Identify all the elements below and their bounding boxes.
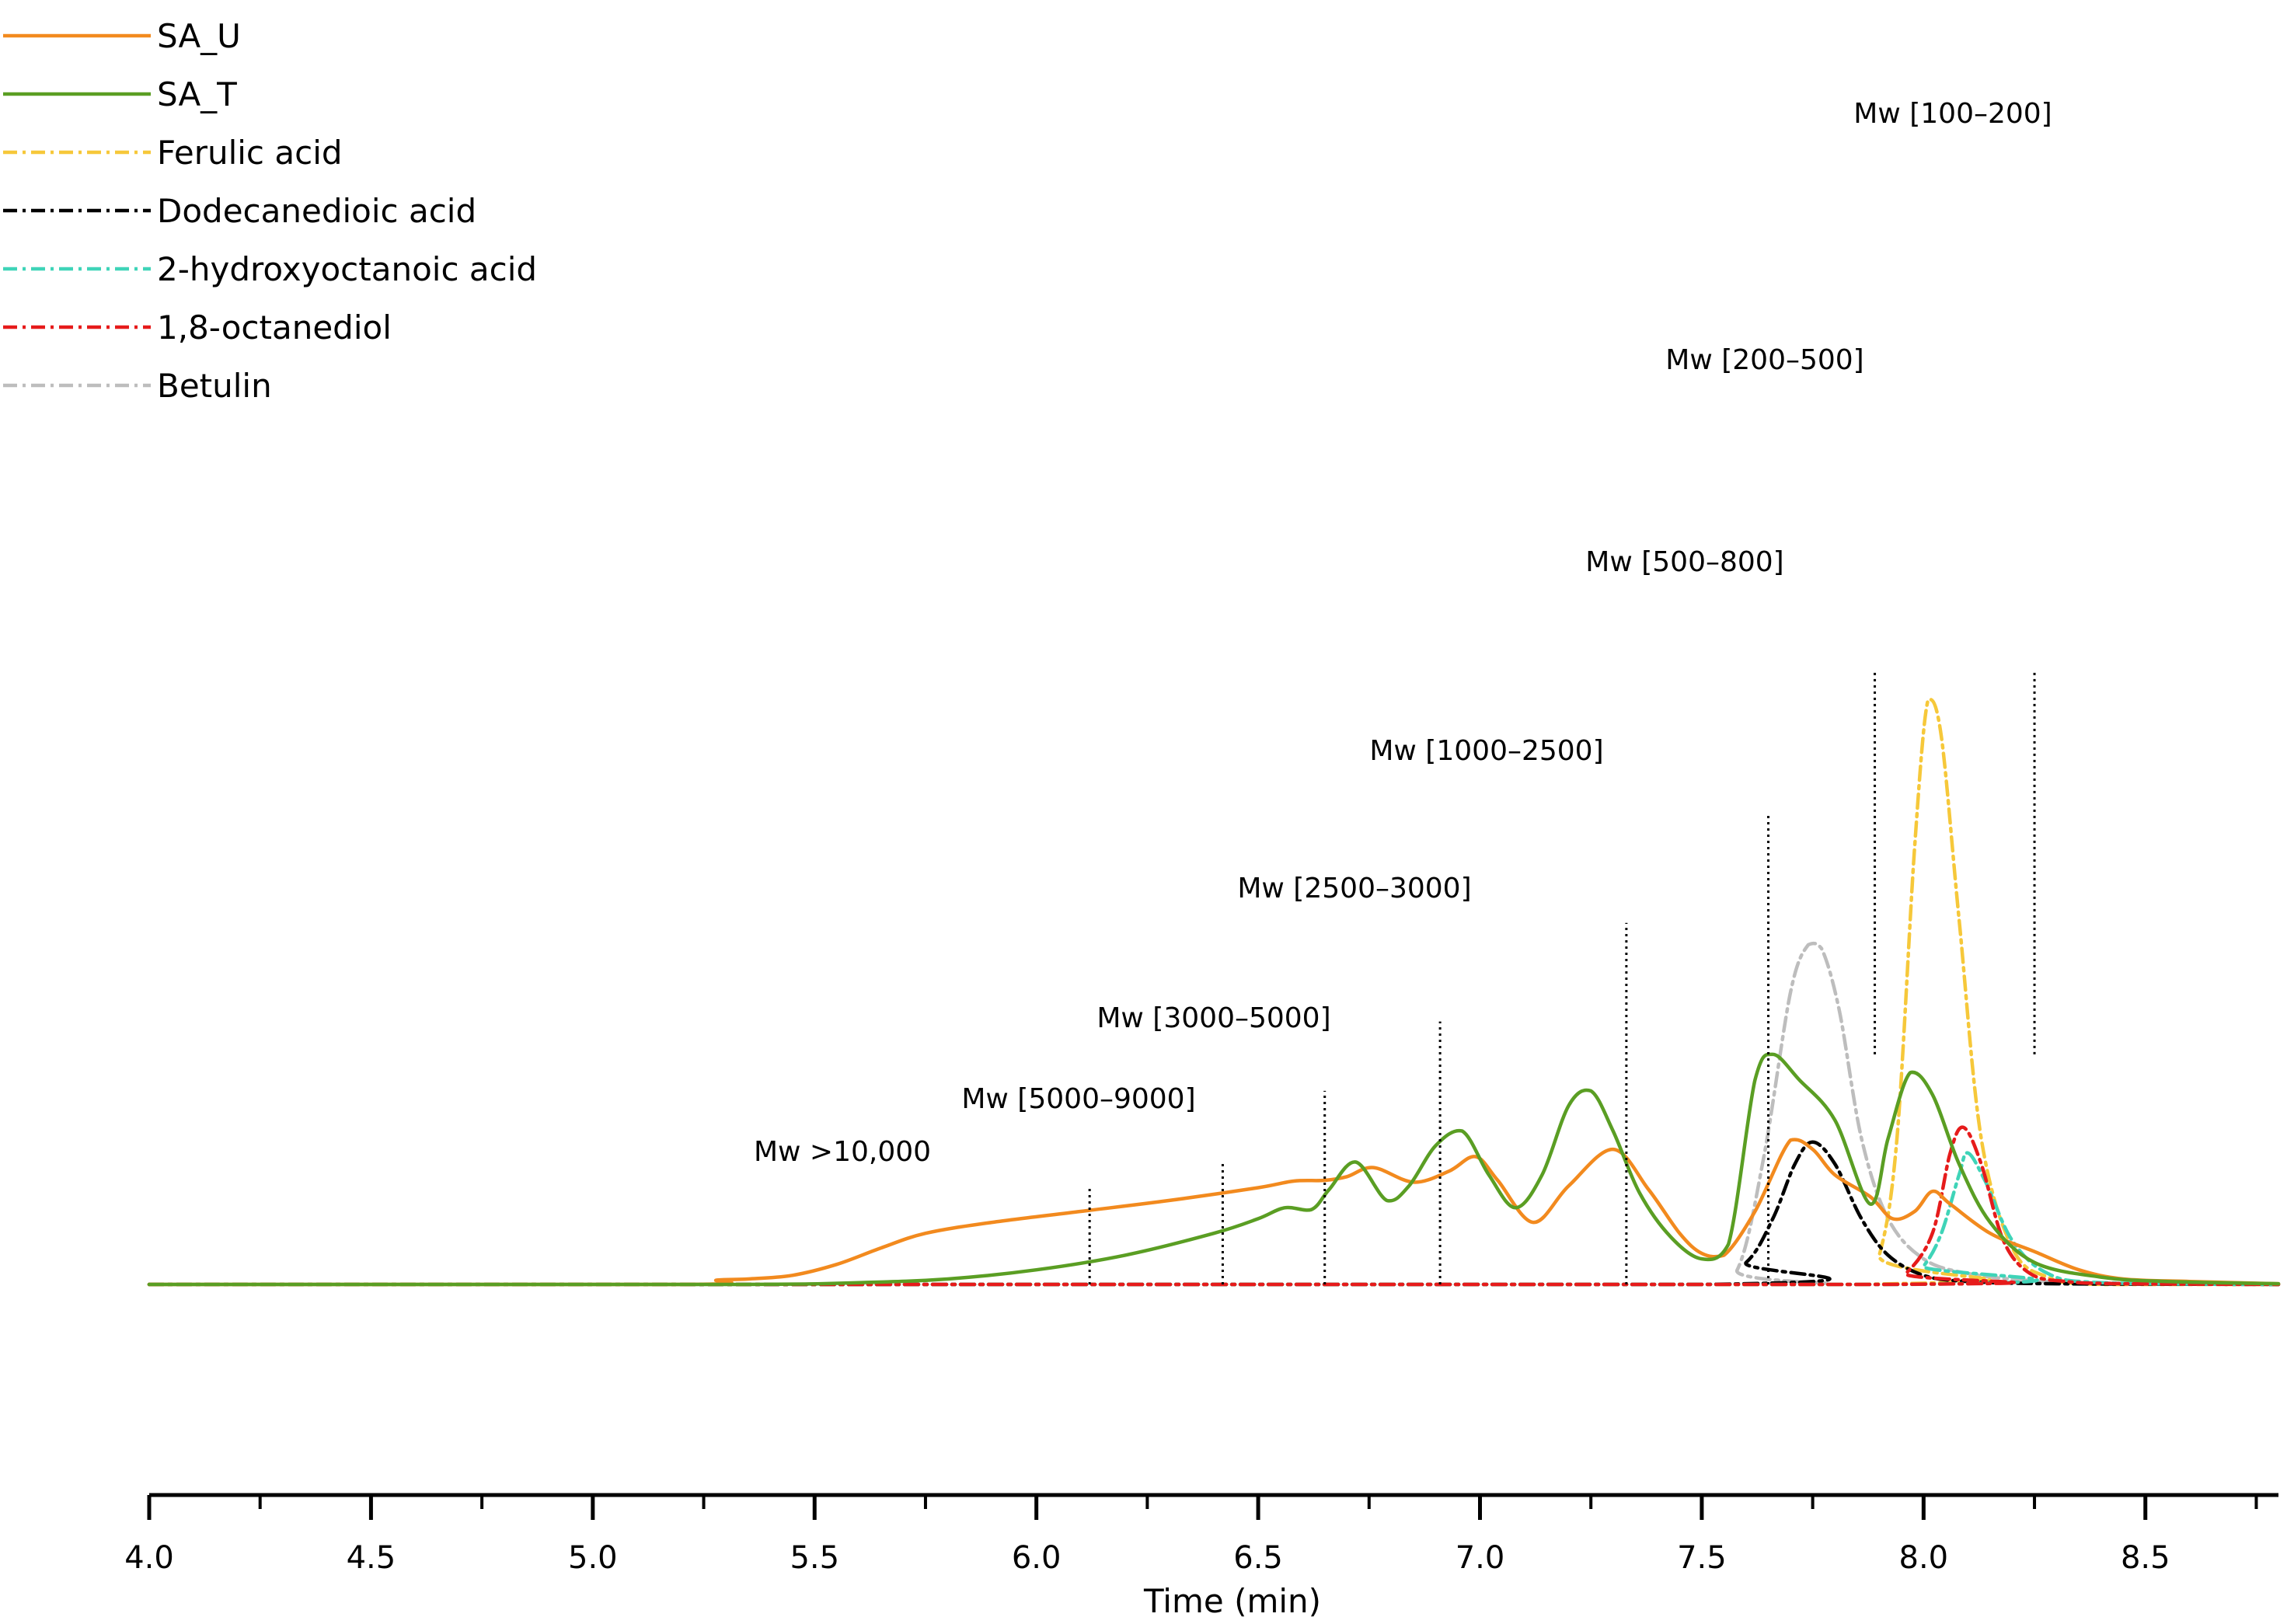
x-tick-label: 8.5: [2121, 1540, 2170, 1576]
legend-label: SA_T: [157, 75, 237, 113]
mw-label: Mw [5000–9000]: [961, 1083, 1195, 1115]
legend-item-sa-t: SA_T: [3, 75, 237, 113]
x-tick-label: 4.5: [347, 1540, 396, 1576]
x-axis-title: Time (min): [1143, 1582, 1321, 1620]
mw-label: Mw [500–800]: [1585, 546, 1783, 578]
mw-label: Mw [3000–5000]: [1096, 1002, 1330, 1034]
mw-label: Mw [2500–3000]: [1237, 873, 1471, 904]
x-tick-label: 6.0: [1012, 1540, 1062, 1576]
x-tick-label: 7.0: [1456, 1540, 1505, 1576]
legend-label: SA_U: [157, 17, 241, 55]
legend-item-sa-u: SA_U: [3, 17, 241, 55]
x-axis: 4.0 4.5 5.0 5.5 6.0 6.5 7.0 7.5 8.0 8.5 Time (min…: [124, 1493, 2278, 1620]
series-line-2-hydroxyoctanoic-acid: [147, 1151, 2281, 1287]
series-line-ferulic-acid: [147, 697, 2281, 1287]
legend-label: Betulin: [157, 367, 272, 405]
legend-label: 1,8-octanediol: [157, 308, 392, 347]
series-line-1-8-octanediol: [147, 1125, 2281, 1287]
x-tick-label: 6.5: [1233, 1540, 1283, 1576]
legend-label: 2-hydroxyoctanoic acid: [157, 250, 537, 288]
series-line-sa-t: [147, 1052, 2281, 1287]
x-tick-label: 4.0: [124, 1540, 174, 1576]
mw-label: Mw >10,000: [754, 1136, 931, 1168]
legend-label: Dodecanedioic acid: [157, 192, 476, 230]
mw-label: Mw [1000–2500]: [1369, 735, 1603, 767]
x-tick-label: 5.0: [568, 1540, 618, 1576]
legend-item-2-hydroxyoctanoic-acid: 2-hydroxyoctanoic acid: [3, 250, 537, 288]
legend-label: Ferulic acid: [157, 134, 343, 172]
mw-label: Mw [100–200]: [1853, 98, 2052, 130]
legend-item-dodecanedioic-acid: Dodecanedioic acid: [3, 192, 476, 230]
x-ticks: 4.0 4.5 5.0 5.5 6.0 6.5 7.0 7.5 8.0 8.5: [124, 1495, 2258, 1576]
x-tick-label: 5.5: [790, 1540, 839, 1576]
legend-item-ferulic-acid: Ferulic acid: [3, 134, 343, 172]
plot-area: [147, 697, 2281, 1287]
series-line-sa-u: [147, 1138, 2281, 1287]
x-tick-label: 8.0: [1899, 1540, 1949, 1576]
mw-label: Mw [200–500]: [1665, 344, 1863, 376]
legend-item-betulin: Betulin: [3, 367, 272, 405]
mw-annotations: Mw >10,000 Mw [5000–9000] Mw [3000–5000] Mw…: [754, 98, 2052, 1284]
legend-item-1-8-octanediol: 1,8-octanediol: [3, 308, 392, 347]
legend: SA_U SA_T Ferulic acid Dodecanedioic acid 2-…: [3, 17, 537, 405]
x-tick-label: 7.5: [1677, 1540, 1727, 1576]
